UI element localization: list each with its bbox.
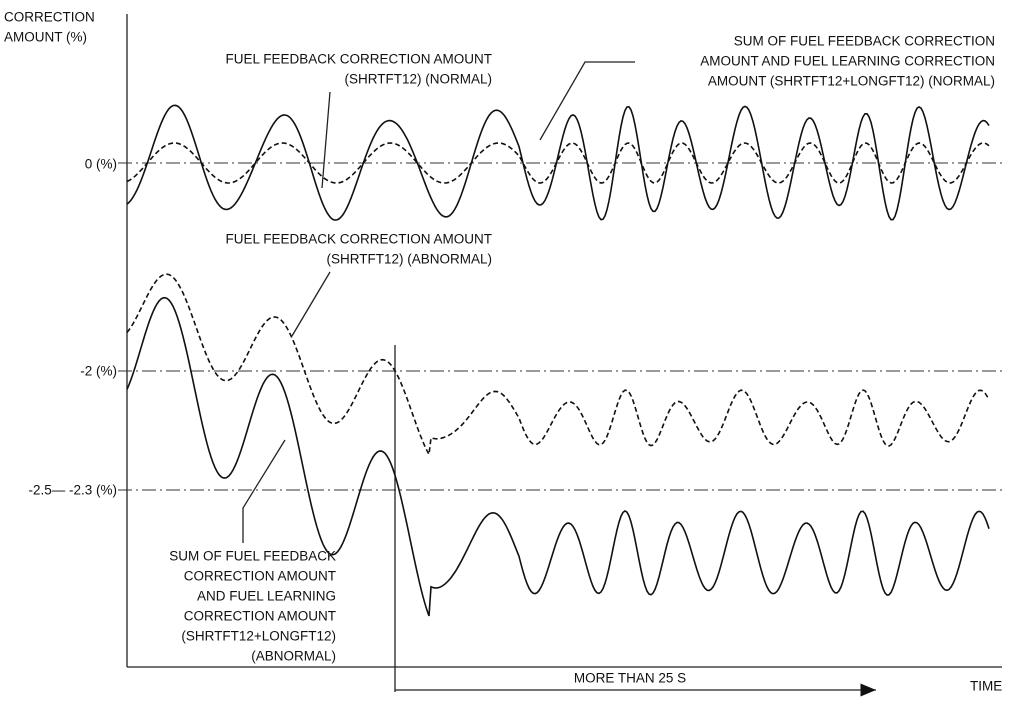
y-axis-label: AMOUNT (%) (4, 30, 87, 45)
abnormal-sum-wave (126, 296, 990, 617)
level-label: 0 (%) (85, 157, 117, 172)
annotation: SUM OF FUEL FEEDBACK CORRECTION (734, 34, 995, 49)
annotation: FUEL FEEDBACK CORRECTION AMOUNT (225, 232, 492, 247)
annotation: SUM OF FUEL FEEDBACK (169, 549, 336, 564)
abnormal-feedback-wave (126, 273, 990, 457)
leader (321, 91, 331, 189)
leader (291, 271, 331, 337)
annotation: (SHRTFT12) (ABNORMAL) (326, 252, 492, 267)
normal-sum-wave (126, 104, 990, 221)
annotation: CORRECTION AMOUNT (184, 609, 336, 624)
y-axis-label: CORRECTION (4, 10, 95, 25)
annotation: AND FUEL LEARNING (197, 589, 336, 604)
level-label: -2.5— -2.3 (%) (28, 483, 117, 498)
level-label: -2 (%) (80, 364, 117, 379)
annotation: FUEL FEEDBACK CORRECTION AMOUNT (225, 52, 492, 67)
duration-label: MORE THAN 25 S (574, 671, 686, 686)
annotation: (SHRTFT12+LONGFT12) (181, 629, 336, 644)
leader (539, 61, 635, 141)
x-axis-label: TIME (970, 679, 1002, 694)
annotation: CORRECTION AMOUNT (184, 569, 336, 584)
annotation: AMOUNT (SHRTFT12+LONGFT12) (NORMAL) (708, 74, 995, 89)
annotation: AMOUNT AND FUEL LEARNING CORRECTION (700, 54, 995, 69)
annotation: (ABNORMAL) (251, 649, 336, 664)
annotation: (SHRTFT12) (NORMAL) (344, 72, 492, 87)
leader (242, 439, 286, 543)
normal-feedback-wave (126, 142, 990, 184)
